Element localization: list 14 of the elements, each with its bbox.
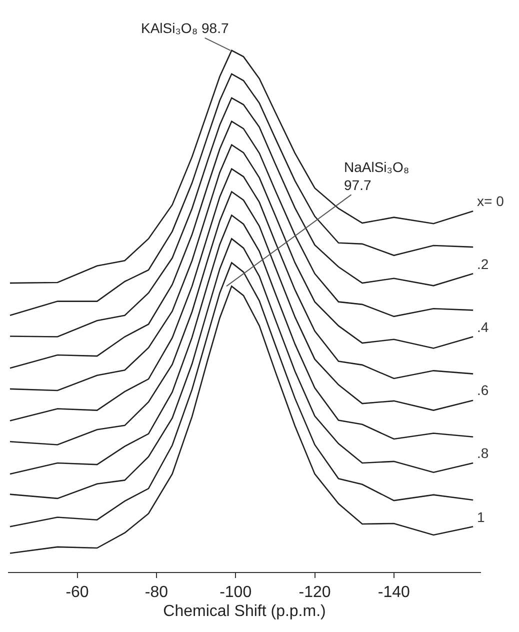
series-label: 1 (477, 509, 485, 525)
series-label: x= 0 (477, 193, 504, 209)
series-label: .8 (477, 445, 489, 461)
series-label: .6 (477, 382, 489, 398)
x-tick-label: -80 (144, 584, 168, 602)
x-tick-label: -120 (298, 584, 331, 602)
annotation: KAlSi₃O₈ 98.7 (141, 20, 229, 36)
x-tick-label: -100 (220, 584, 252, 602)
x-tick-label: -140 (378, 584, 410, 602)
series-label: .2 (477, 256, 489, 272)
series-label: .4 (477, 319, 489, 335)
annotation: NaAlSi₃O₈ 97.7 (344, 159, 410, 194)
x-tick-label: -60 (66, 584, 89, 602)
x-axis-title: Chemical Shift (p.p.m.) (163, 602, 326, 620)
